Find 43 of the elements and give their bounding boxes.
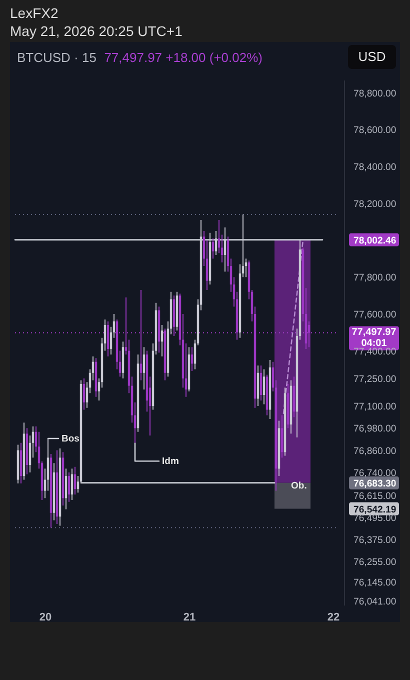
text: BTCUSD · 15 — [17, 50, 96, 65]
candlestick — [160, 324, 164, 357]
y-tick-label: 76,615.00 — [354, 490, 396, 502]
y-tick-label: 78,800.00 — [354, 88, 396, 100]
annotation: Idm — [162, 456, 179, 468]
y-tick-label: 76,740.00 — [354, 468, 396, 479]
y-tick-label: 76,145.00 — [354, 577, 396, 588]
y-tick-label: 78,002.46 — [354, 235, 396, 246]
chart-subtitle: May 21, 2026 20:25 UTC+1 — [10, 23, 183, 39]
text: USD — [358, 49, 386, 64]
candlestick — [74, 466, 76, 495]
candlestick — [260, 365, 262, 402]
y-tick-label: 77,600.00 — [354, 309, 396, 320]
y-tick-label: 77,250.00 — [354, 374, 396, 385]
candlestick — [64, 468, 68, 510]
y-tick-label: 76,683.30 — [354, 478, 396, 490]
text: 77,497.97 +18.00 (+0.02%) — [104, 50, 262, 65]
y-tick-label: 76,495.00 — [354, 513, 396, 524]
y-tick-label: 78,200.00 — [354, 198, 396, 210]
candlestick — [70, 468, 74, 500]
y-tick-label: 76,860.00 — [354, 446, 396, 457]
x-tick-label: 21 — [183, 612, 196, 624]
y-tick-label: 76,041.00 — [354, 596, 396, 608]
y-tick-label: 76,542.19 — [354, 504, 396, 516]
y-tick-label: 76,255.00 — [354, 557, 396, 568]
chart-title: LexFX2 — [10, 5, 58, 21]
y-tick-label: 76,980.00 — [354, 424, 396, 435]
y-tick-label: 78,600.00 — [354, 125, 396, 136]
candlestick — [82, 378, 86, 410]
y-tick-label: 78,400.00 — [354, 162, 396, 174]
y-tick-label: 76,375.00 — [354, 535, 396, 546]
x-tick-label: 20 — [39, 612, 52, 624]
candlestick — [106, 320, 110, 357]
candlestick — [142, 346, 146, 390]
annotation: Ob. — [291, 480, 307, 492]
y-tick-label: 77,800.00 — [354, 272, 396, 284]
candlestick — [262, 368, 266, 405]
annotation: Bos — [62, 433, 80, 444]
candlestick — [68, 472, 70, 502]
candlestick — [212, 238, 214, 260]
candlestick — [280, 414, 284, 458]
y-tick-label: 77,100.00 — [354, 402, 396, 413]
x-tick-label: 22 — [327, 612, 340, 624]
